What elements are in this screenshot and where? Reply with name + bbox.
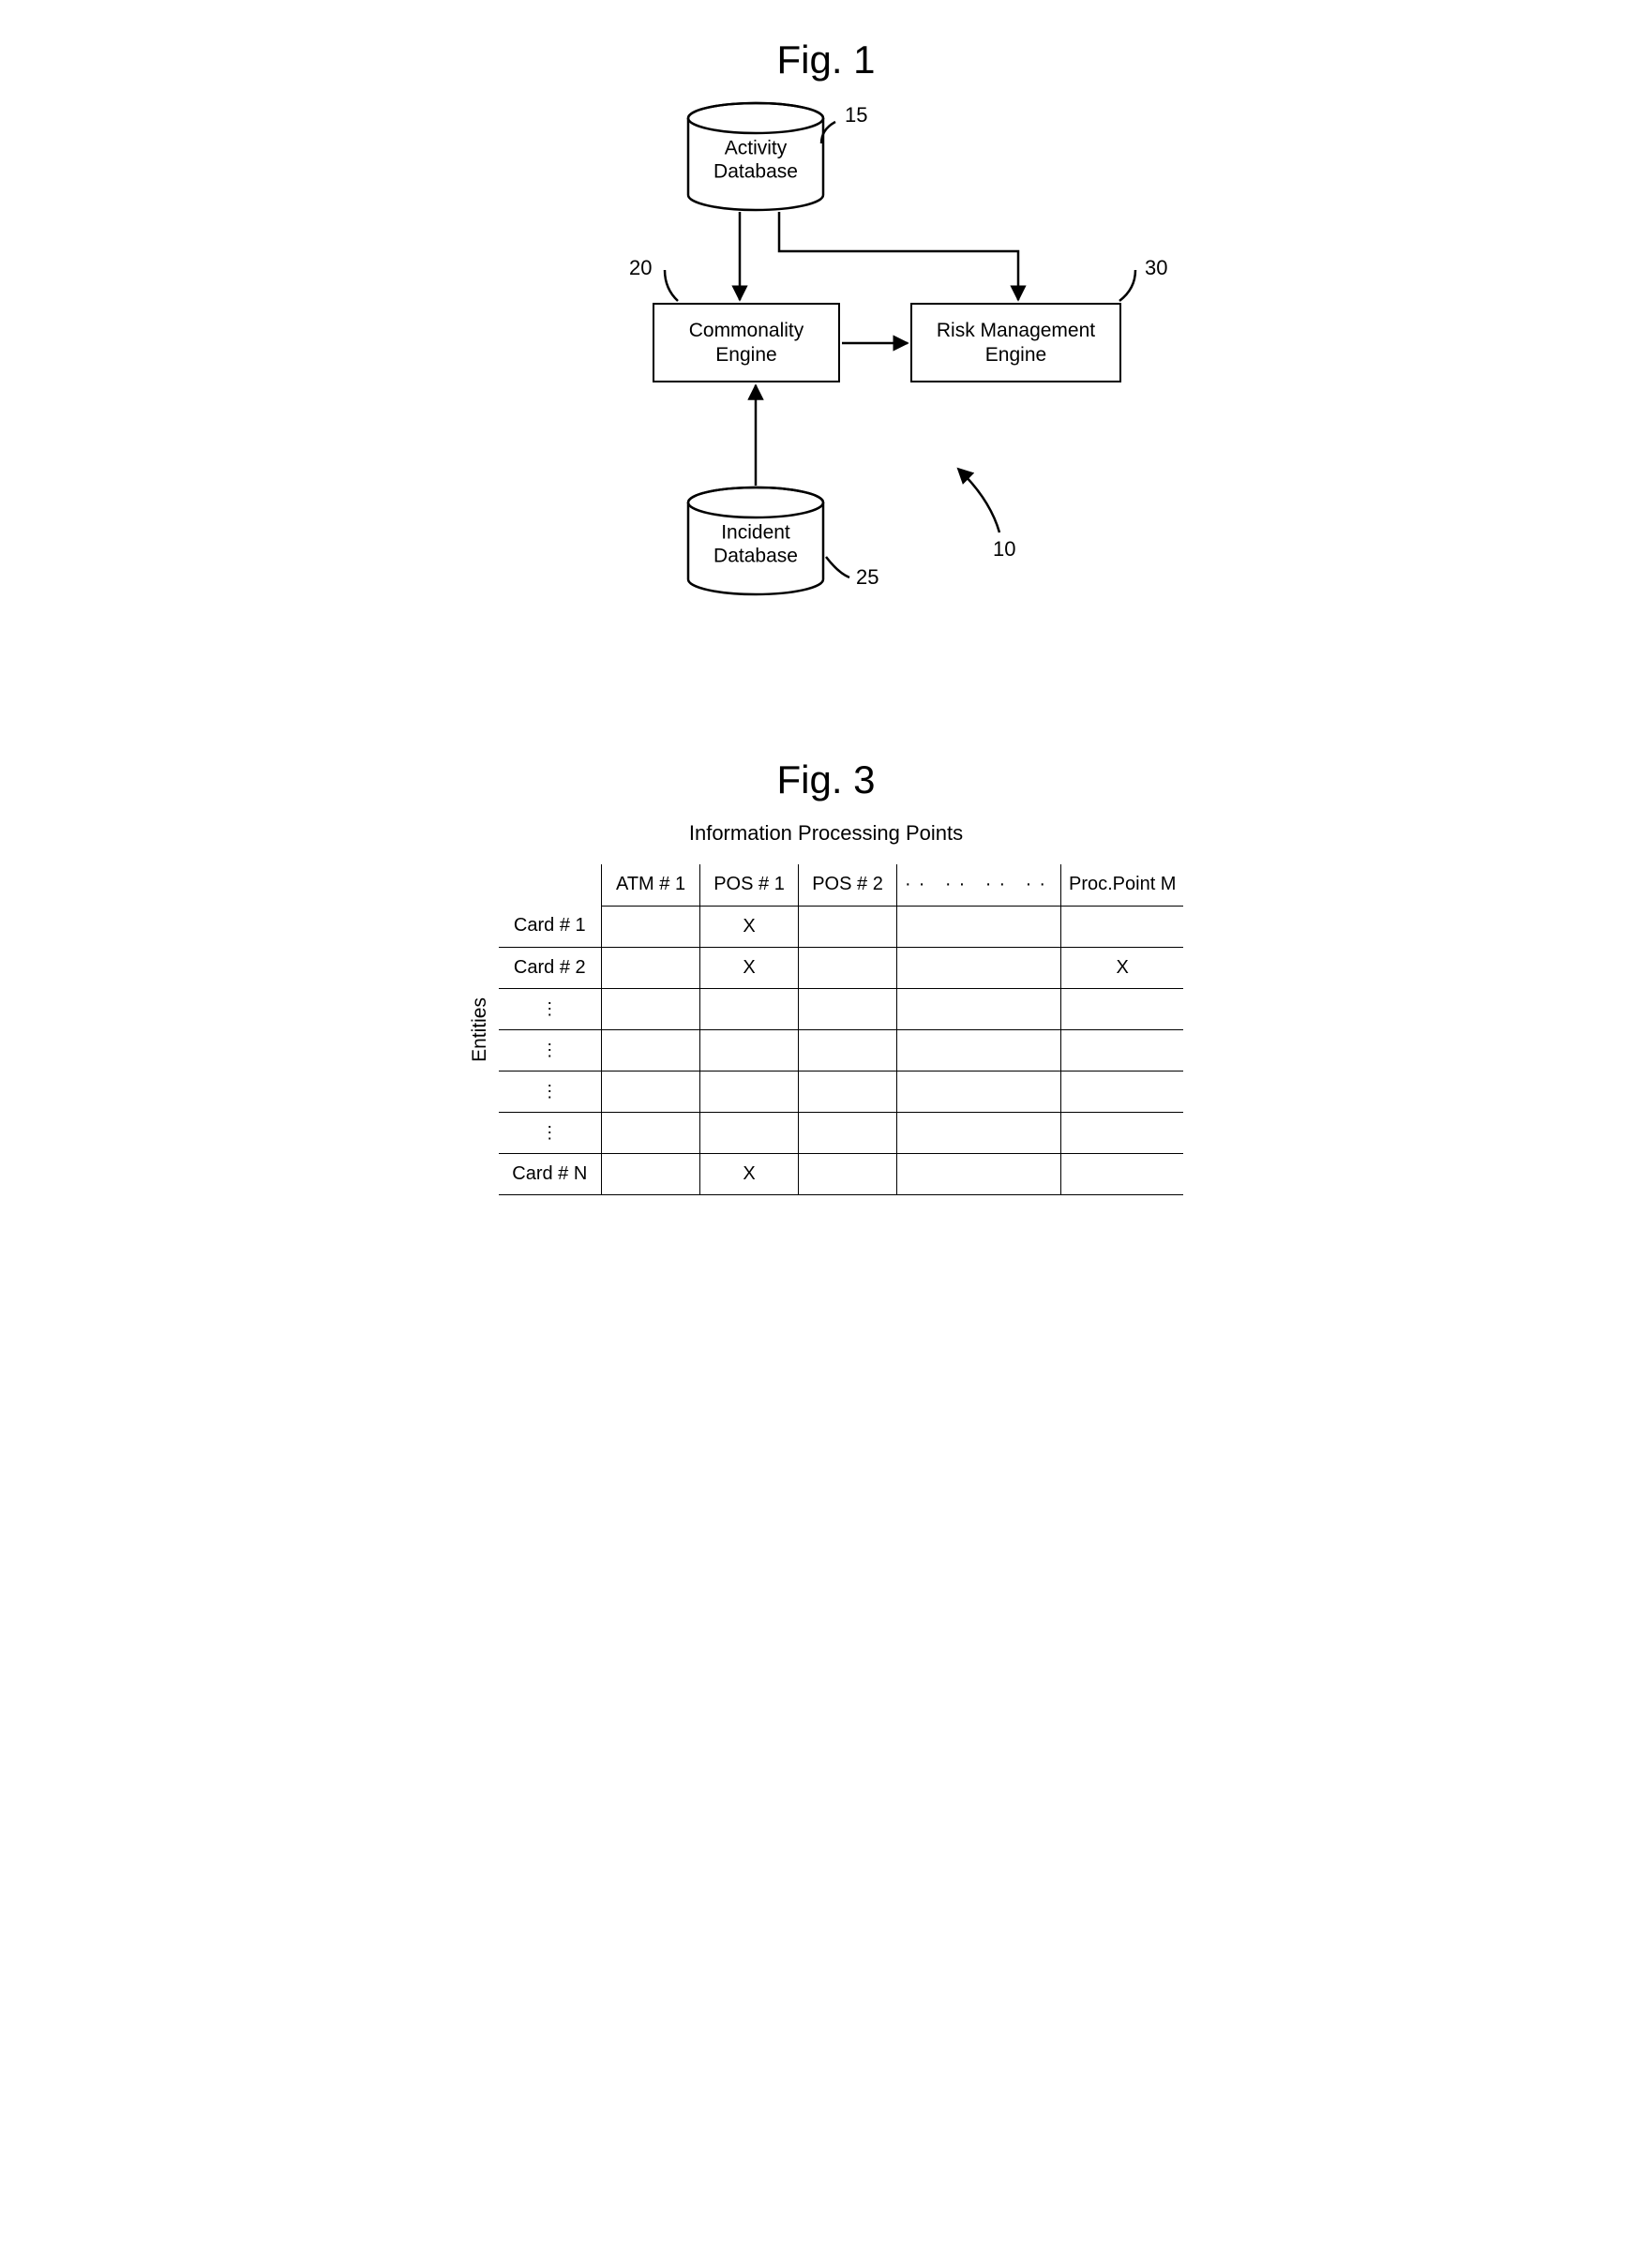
cell: X: [1060, 947, 1183, 988]
col-header: POS # 1: [700, 864, 799, 906]
incident-db-label1: Incident: [721, 521, 790, 543]
cell: [602, 906, 700, 947]
table-row: Card # 2 X X: [499, 947, 1184, 988]
table-row: ⋮: [499, 988, 1184, 1029]
cell: [602, 1071, 700, 1112]
row-label: ⋮: [499, 1029, 602, 1071]
fig3-subtitle: Information Processing Points: [404, 821, 1248, 846]
row-label: ⋮: [499, 1112, 602, 1153]
cell: [897, 1029, 1061, 1071]
entities-axis-label: Entities: [469, 997, 491, 1062]
col-header: POS # 2: [799, 864, 897, 906]
cell: [897, 906, 1061, 947]
cell: [1060, 1071, 1183, 1112]
table-row: Card # N X: [499, 1153, 1184, 1194]
cell: [1060, 1029, 1183, 1071]
table-row: ⋮: [499, 1029, 1184, 1071]
row-label: Card # 2: [499, 947, 602, 988]
fig3: Fig. 3 Information Processing Points Ent…: [404, 757, 1248, 1195]
table-row: ⋮: [499, 1112, 1184, 1153]
cell: [799, 906, 897, 947]
ref-15: 15: [845, 103, 867, 127]
incident-db-label2: Database: [713, 546, 798, 567]
risk-label1: Risk Management: [937, 320, 1095, 341]
cell: [799, 1112, 897, 1153]
cell: [897, 1153, 1061, 1194]
cell: [1060, 1112, 1183, 1153]
activity-db-label1: Activity: [725, 137, 788, 158]
processing-points-table: ATM # 1 POS # 1 POS # 2 ·· ·· ·· ·· Proc…: [499, 864, 1184, 1195]
col-header-ellipsis: ·· ·· ·· ··: [897, 864, 1061, 906]
table-row: Card # 1 X: [499, 906, 1184, 947]
col-header: ATM # 1: [602, 864, 700, 906]
cell: [602, 947, 700, 988]
cell: [602, 988, 700, 1029]
ref-10: 10: [993, 537, 1015, 562]
row-label: Card # N: [499, 1153, 602, 1194]
cell: [897, 988, 1061, 1029]
cell: [897, 1112, 1061, 1153]
ref-20: 20: [629, 256, 652, 280]
cell: [1060, 1153, 1183, 1194]
cell: [799, 947, 897, 988]
cell: [602, 1029, 700, 1071]
cell: X: [700, 1153, 799, 1194]
row-label: ⋮: [499, 1071, 602, 1112]
row-label: Card # 1: [499, 906, 602, 947]
cell: [602, 1112, 700, 1153]
incident-database-node: Incident Database: [685, 486, 826, 598]
risk-management-engine-node: Risk Management Engine: [910, 303, 1121, 382]
cell: X: [700, 906, 799, 947]
activity-db-label2: Database: [713, 161, 798, 183]
activity-database-node: Activity Database: [685, 101, 826, 214]
table-header-row: ATM # 1 POS # 1 POS # 2 ·· ·· ·· ·· Proc…: [499, 864, 1184, 906]
cell: [1060, 906, 1183, 947]
cell: [700, 1071, 799, 1112]
ref-10-leader: [948, 462, 1023, 547]
fig1-flowchart: Activity Database 15 Commonality Engine …: [498, 101, 1154, 645]
fig3-title: Fig. 3: [404, 757, 1248, 802]
row-label: ⋮: [499, 988, 602, 1029]
cell: [799, 988, 897, 1029]
ref-25: 25: [856, 565, 879, 590]
table-row: ⋮: [499, 1071, 1184, 1112]
fig1-title: Fig. 1: [404, 37, 1248, 82]
cell: [897, 1071, 1061, 1112]
ref-30: 30: [1145, 256, 1167, 280]
cell: [799, 1029, 897, 1071]
cell: [700, 1112, 799, 1153]
cell: [897, 947, 1061, 988]
cell: [799, 1153, 897, 1194]
header-blank: [499, 864, 602, 906]
cell: [799, 1071, 897, 1112]
cell: [602, 1153, 700, 1194]
commonality-label1: Commonality: [689, 320, 804, 341]
cell: X: [700, 947, 799, 988]
risk-label2: Engine: [985, 344, 1046, 366]
col-header: Proc.Point M: [1060, 864, 1183, 906]
cell: [700, 1029, 799, 1071]
commonality-label2: Engine: [715, 344, 776, 366]
cell: [1060, 988, 1183, 1029]
commonality-engine-node: Commonality Engine: [653, 303, 840, 382]
cell: [700, 988, 799, 1029]
